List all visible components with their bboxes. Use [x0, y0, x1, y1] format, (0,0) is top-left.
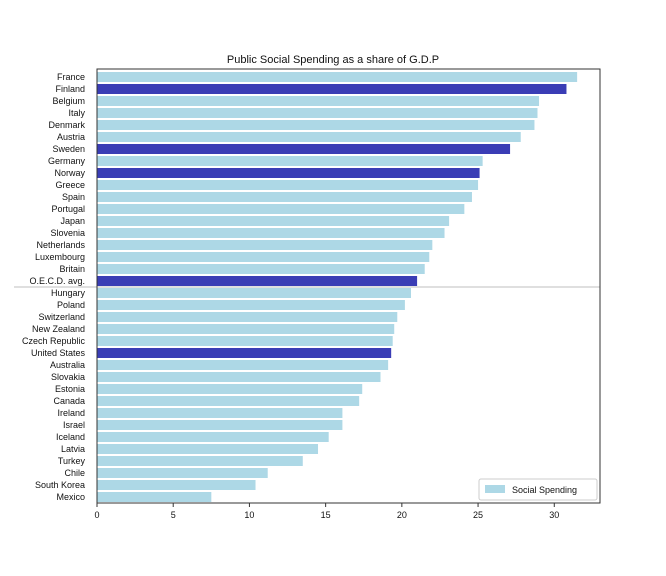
bar-spain — [97, 192, 472, 202]
bar-netherlands — [97, 240, 433, 250]
category-label-hungary: Hungary — [51, 288, 86, 298]
category-label-japan: Japan — [60, 216, 85, 226]
x-tick-label: 30 — [549, 510, 559, 520]
category-label-united-states: United States — [31, 348, 86, 358]
category-label-poland: Poland — [57, 300, 85, 310]
category-label-south-korea: South Korea — [35, 480, 85, 490]
category-label-portugal: Portugal — [51, 204, 85, 214]
legend-label: Social Spending — [512, 485, 577, 495]
bar-iceland — [97, 432, 329, 442]
category-label-estonia: Estonia — [55, 384, 85, 394]
category-label-austria: Austria — [57, 132, 85, 142]
category-label-belgium: Belgium — [52, 96, 85, 106]
bar-portugal — [97, 204, 465, 214]
bar-denmark — [97, 120, 535, 130]
category-label-slovakia: Slovakia — [51, 372, 85, 382]
x-tick-label: 15 — [321, 510, 331, 520]
x-tick-label: 10 — [244, 510, 254, 520]
bar-sweden — [97, 144, 511, 154]
bar-turkey — [97, 456, 303, 466]
chart-title: Public Social Spending as a share of G.D… — [227, 54, 439, 66]
category-label-australia: Australia — [50, 360, 85, 370]
bar-new-zealand — [97, 324, 395, 334]
category-label-switzerland: Switzerland — [38, 312, 85, 322]
category-label-o-e-c-d-avg: O.E.C.D. avg. — [29, 276, 85, 286]
bar-norway — [97, 168, 480, 178]
category-label-israel: Israel — [63, 420, 85, 430]
bar-united-states — [97, 348, 392, 358]
category-label-france: France — [57, 72, 85, 82]
bars-group — [97, 72, 578, 502]
x-axis-ticks: 0 5 10 15 20 25 30 — [94, 503, 559, 520]
category-labels: France Finland Belgium Italy Denmark Austria S… — [22, 72, 86, 502]
category-label-iceland: Iceland — [56, 432, 85, 442]
category-label-britain: Britain — [59, 264, 85, 274]
bar-chile — [97, 468, 268, 478]
x-tick-label: 5 — [171, 510, 176, 520]
bar-israel — [97, 420, 343, 430]
category-label-greece: Greece — [55, 180, 85, 190]
category-label-finland: Finland — [55, 84, 85, 94]
bar-austria — [97, 132, 521, 142]
bar-czech-republic — [97, 336, 393, 346]
bar-slovenia — [97, 228, 445, 238]
legend: Social Spending — [478, 478, 598, 501]
bar-ireland — [97, 408, 343, 418]
category-label-luxembourg: Luxembourg — [35, 252, 85, 262]
bar-greece — [97, 180, 479, 190]
x-tick-label: 0 — [94, 510, 99, 520]
bar-belgium — [97, 96, 540, 106]
bar-france — [97, 72, 578, 82]
x-tick-label: 20 — [397, 510, 407, 520]
bar-mexico — [97, 492, 212, 502]
category-label-italy: Italy — [68, 108, 85, 118]
x-tick-label: 25 — [473, 510, 483, 520]
category-label-czech-republic: Czech Republic — [22, 336, 86, 346]
legend-box — [478, 478, 598, 501]
category-label-norway: Norway — [54, 168, 85, 178]
bar-britain — [97, 264, 425, 274]
bar-poland — [97, 300, 405, 310]
bar-south-korea — [97, 480, 256, 490]
bar-canada — [97, 396, 360, 406]
category-label-latvia: Latvia — [61, 444, 85, 454]
category-label-denmark: Denmark — [48, 120, 85, 130]
category-label-spain: Spain — [62, 192, 85, 202]
bar-estonia — [97, 384, 363, 394]
bar-italy — [97, 108, 538, 118]
category-label-mexico: Mexico — [56, 492, 85, 502]
category-label-germany: Germany — [48, 156, 86, 166]
bar-o-e-c-d-avg — [97, 276, 418, 286]
bar-switzerland — [97, 312, 398, 322]
bar-latvia — [97, 444, 319, 454]
category-label-slovenia: Slovenia — [50, 228, 85, 238]
plot-frame — [96, 68, 601, 504]
bar-australia — [97, 360, 389, 370]
category-label-netherlands: Netherlands — [36, 240, 85, 250]
bar-japan — [97, 216, 450, 226]
bar-slovakia — [97, 372, 381, 382]
category-label-canada: Canada — [53, 396, 85, 406]
category-label-new-zealand: New Zealand — [32, 324, 85, 334]
bar-germany — [97, 156, 483, 166]
category-label-ireland: Ireland — [57, 408, 85, 418]
category-label-sweden: Sweden — [52, 144, 85, 154]
bar-luxembourg — [97, 252, 430, 262]
bar-hungary — [97, 288, 411, 298]
legend-swatch — [485, 485, 505, 493]
bar-finland — [97, 84, 567, 94]
category-label-chile: Chile — [64, 468, 85, 478]
category-label-turkey: Turkey — [58, 456, 86, 466]
